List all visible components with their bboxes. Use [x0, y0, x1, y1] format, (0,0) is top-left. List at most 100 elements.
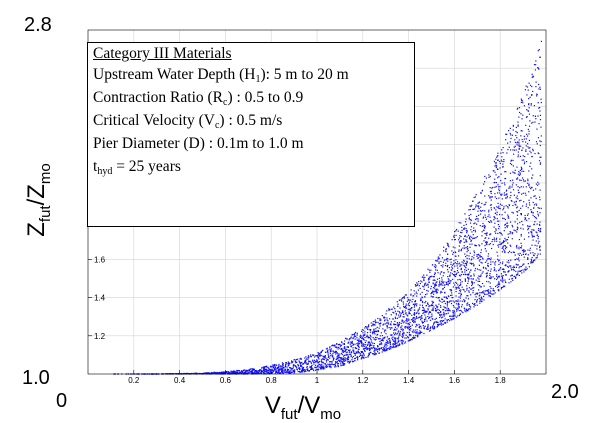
data-point — [320, 351, 322, 353]
data-point — [392, 318, 394, 320]
data-point — [516, 131, 518, 134]
data-point — [253, 368, 255, 370]
data-point — [523, 271, 525, 273]
data-point — [465, 297, 467, 299]
data-point — [504, 184, 506, 186]
data-point — [456, 282, 458, 284]
data-point — [341, 353, 343, 356]
data-point — [473, 257, 475, 259]
data-point — [461, 304, 463, 306]
data-point — [539, 110, 541, 112]
data-point — [463, 245, 465, 247]
data-point — [520, 214, 523, 216]
data-point — [318, 364, 320, 366]
data-point — [447, 281, 449, 283]
data-point — [323, 365, 325, 367]
data-point — [461, 264, 463, 266]
data-point — [494, 217, 496, 219]
data-point — [498, 213, 501, 216]
data-point — [456, 263, 458, 265]
data-point — [180, 372, 182, 375]
data-point — [244, 371, 246, 373]
data-point — [498, 263, 500, 266]
data-point — [291, 371, 293, 373]
data-point — [337, 364, 339, 366]
data-point — [524, 218, 526, 221]
data-point — [466, 261, 469, 263]
data-point — [284, 371, 286, 373]
data-point — [518, 248, 520, 250]
data-point — [372, 353, 374, 355]
data-point — [469, 308, 471, 310]
data-point — [359, 340, 361, 342]
data-point — [490, 261, 492, 263]
data-point — [476, 268, 479, 270]
data-point — [478, 280, 481, 282]
data-point — [206, 372, 208, 374]
data-point — [479, 284, 481, 287]
data-point — [389, 343, 391, 346]
data-point — [404, 327, 406, 329]
data-point — [448, 267, 451, 269]
data-point — [430, 269, 432, 271]
data-point — [441, 298, 443, 300]
data-point — [485, 233, 487, 235]
data-point — [346, 338, 348, 340]
data-point — [459, 284, 462, 286]
data-point — [460, 248, 463, 250]
data-point — [295, 365, 297, 367]
data-point — [221, 372, 223, 375]
data-point — [404, 321, 406, 323]
data-point — [385, 329, 387, 331]
data-point — [486, 242, 488, 244]
data-point — [294, 361, 297, 363]
data-point — [526, 94, 528, 96]
data-point — [357, 346, 360, 348]
data-point — [377, 329, 379, 332]
data-point — [447, 258, 449, 260]
data-point — [511, 274, 513, 276]
data-point — [403, 331, 405, 334]
data-point — [340, 357, 342, 359]
data-point — [528, 107, 530, 109]
data-point — [344, 363, 346, 365]
data-point — [284, 368, 286, 370]
data-point — [474, 208, 476, 210]
data-point — [427, 268, 429, 270]
data-point — [315, 366, 317, 368]
data-point — [510, 199, 512, 202]
data-point — [288, 364, 290, 366]
data-point — [504, 237, 506, 240]
data-point — [295, 360, 297, 362]
data-point — [471, 256, 473, 258]
data-point — [424, 296, 426, 298]
data-point — [407, 340, 409, 342]
data-point — [294, 371, 296, 373]
data-point — [494, 262, 496, 264]
data-point — [503, 182, 505, 184]
data-point — [501, 166, 504, 168]
data-point — [495, 229, 497, 231]
data-point — [483, 290, 485, 292]
data-point — [487, 269, 489, 272]
data-point — [358, 338, 360, 340]
data-point — [305, 370, 307, 372]
data-point — [324, 355, 326, 357]
data-point — [530, 262, 532, 264]
legend-line-contraction-pre: Contraction Ratio (R — [93, 89, 224, 106]
data-point — [459, 242, 461, 244]
data-point — [512, 189, 515, 191]
data-point — [388, 348, 391, 350]
data-point — [285, 361, 287, 364]
data-point — [454, 247, 456, 249]
data-point — [217, 372, 220, 374]
data-point — [406, 315, 409, 317]
data-point — [450, 289, 452, 291]
data-point — [386, 349, 388, 351]
data-point — [435, 289, 438, 291]
data-point — [357, 339, 359, 341]
data-point — [288, 362, 290, 365]
data-point — [485, 201, 487, 203]
data-point — [464, 278, 466, 280]
data-point — [286, 368, 288, 370]
